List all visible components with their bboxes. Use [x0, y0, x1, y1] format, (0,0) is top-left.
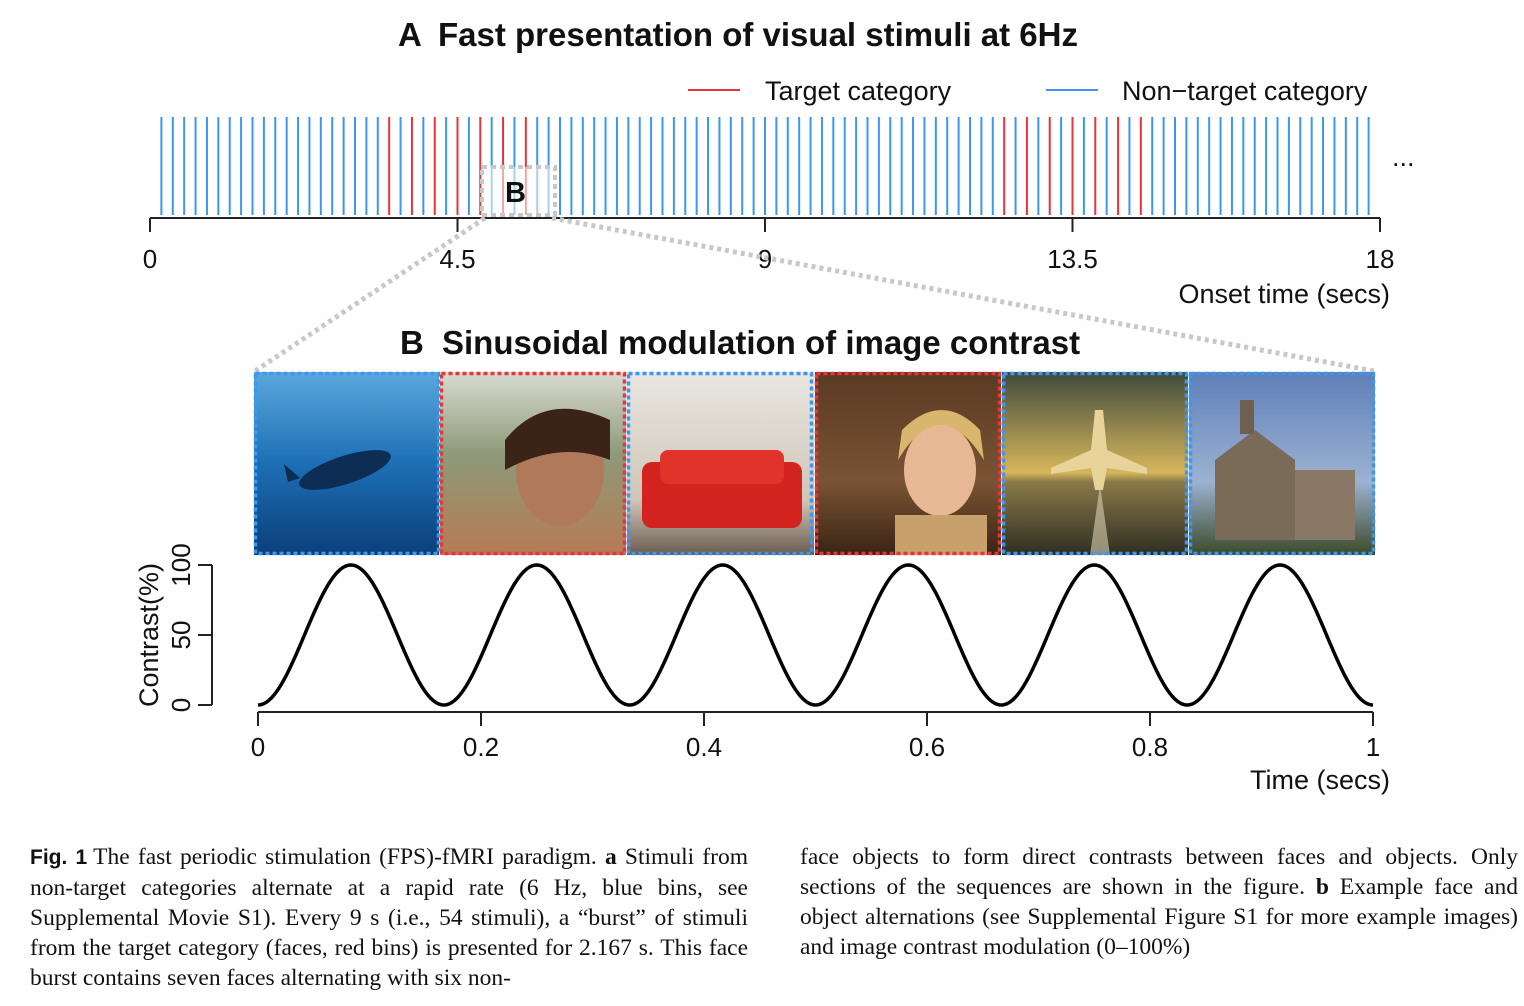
onset-axis-tick-label: 13.5	[1047, 244, 1098, 274]
red-sofa-image	[627, 372, 814, 555]
onset-axis-tick-label: 0	[143, 244, 157, 274]
contrast-axis-tick-label: 50	[166, 621, 196, 650]
time-axis-tick-label: 0.6	[909, 732, 945, 762]
image-frames	[253, 371, 1376, 556]
panel-b-title: Sinusoidal modulation of image contrast	[442, 324, 1080, 361]
caption-left-column: Fig. 1 The fast periodic stimulation (FPS…	[30, 842, 748, 993]
onset-axis-tick-label: 4.5	[439, 244, 475, 274]
chapel-image	[1189, 372, 1375, 555]
whale-image-frame	[253, 371, 441, 556]
inset-label: B	[505, 177, 526, 209]
panel-a-title: Fast presentation of visual stimuli at 6…	[438, 16, 1078, 53]
onset-time-axis: 04.5913.518	[143, 217, 1395, 274]
panel-a-letter: A	[398, 16, 422, 53]
time-axis-tick-label: 0.4	[686, 732, 722, 762]
time-axis-tick-label: 1	[1366, 732, 1380, 762]
stimulus-raster	[160, 117, 1370, 215]
figure-label: Fig. 1	[30, 846, 88, 869]
image-strip	[254, 372, 1375, 555]
contrast-curve	[257, 563, 1374, 707]
contrast-axis-tick-label: 100	[166, 543, 196, 586]
caption-text-3: face objects to form direct contrasts be…	[800, 844, 1518, 900]
whale-image	[254, 372, 439, 555]
caption-letter-b: b	[1315, 874, 1329, 900]
time-axis-tick-label: 0.8	[1132, 732, 1168, 762]
caption-text-2: Stimuli from non-target categories alter…	[30, 844, 748, 991]
airplane-image	[1002, 372, 1188, 555]
figure: A Fast presentation of visual stimuli at…	[134, 16, 1415, 795]
caption-text-4: Example face and object alternations (se…	[800, 874, 1518, 960]
man-face-image-frame	[439, 371, 627, 556]
contrast-axis-tick-label: 0	[166, 698, 196, 712]
woman-face-image	[815, 372, 1001, 555]
zoom-line-left	[253, 215, 487, 374]
contrast-axis: 0 50 100	[166, 543, 213, 712]
airplane-image-frame	[1001, 371, 1189, 556]
caption-letter-a: a	[604, 844, 617, 870]
contrast-axis-label: Contrast(%)	[134, 563, 164, 707]
legend-nontarget-label: Non−target category	[1122, 76, 1368, 106]
man-face-image	[440, 372, 626, 555]
legend-target-label: Target category	[765, 76, 952, 106]
time-axis-tick-label: 0	[251, 732, 265, 762]
inset-box	[480, 165, 557, 217]
time-axis: 0 0.2 0.4 0.6 0.8 1	[251, 711, 1380, 762]
zoom-line-right	[551, 215, 1375, 374]
caption-right-column: face objects to form direct contrasts be…	[800, 842, 1518, 962]
onset-axis-tick-label: 18	[1366, 244, 1395, 274]
caption-text-1: The fast periodic stimulation (FPS)-fMRI…	[93, 844, 605, 870]
onset-time-axis-label: Onset time (secs)	[1178, 279, 1390, 309]
red-sofa-image-frame	[626, 371, 814, 556]
sequence-continues-ellipsis: ...	[1392, 142, 1415, 172]
time-axis-tick-label: 0.2	[463, 732, 499, 762]
woman-face-image-frame	[814, 371, 1002, 556]
time-axis-label: Time (secs)	[1250, 765, 1390, 795]
chapel-image-frame	[1188, 371, 1376, 556]
panel-b-letter: B	[400, 324, 424, 361]
